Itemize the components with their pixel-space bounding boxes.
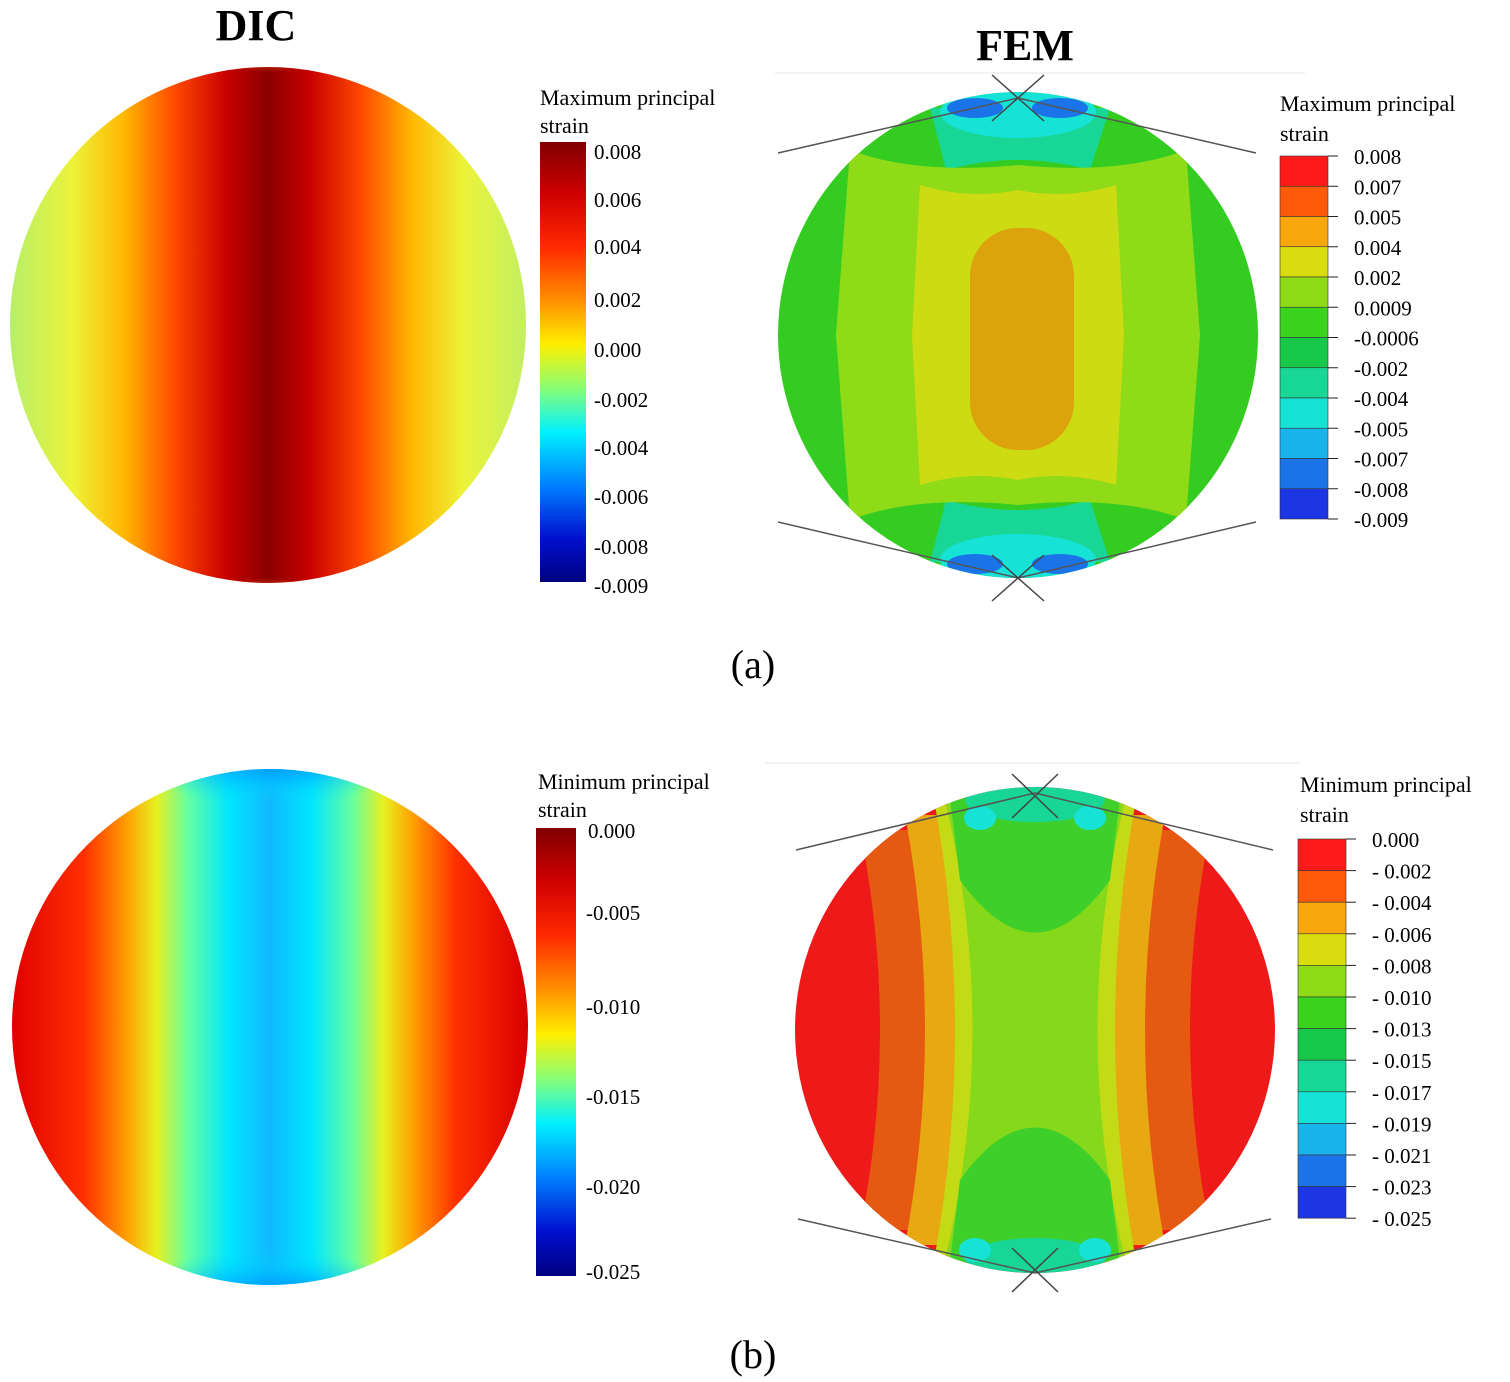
dic-min-tick: -0.015 xyxy=(586,1085,640,1109)
dic-max-tick-labels: 0.008 0.006 0.004 0.002 0.000 -0.002 -0.… xyxy=(594,140,649,598)
fem-min-swatch xyxy=(1297,1154,1347,1187)
fem-min-tick: - 0.021 xyxy=(1372,1144,1432,1168)
dic-max-strain-contour xyxy=(10,67,526,583)
fem-min-tick: - 0.006 xyxy=(1372,923,1432,947)
dic-min-colorbar: Minimum principal strain 0.000 -0.005 -0… xyxy=(536,769,710,1284)
fem-max-swatch xyxy=(1279,216,1329,248)
fem-max-tick: 0.007 xyxy=(1354,175,1401,199)
fem-max-swatch xyxy=(1279,155,1329,187)
fem-max-tick: 0.002 xyxy=(1354,266,1401,290)
fem-min-tick-labels: 0.000 - 0.002 - 0.004 - 0.006 - 0.008 - 0.010… xyxy=(1346,828,1432,1231)
fem-max-swatch xyxy=(1279,246,1329,278)
fem-min-swatch xyxy=(1297,1186,1347,1219)
fem-min-legend-title: Minimum principal xyxy=(1300,772,1472,797)
dic-min-tick: -0.010 xyxy=(586,995,640,1019)
fem-max-tick: -0.007 xyxy=(1354,448,1408,472)
dic-max-colorbar: Maximum principal strain 0.008 0.006 0.0… xyxy=(540,85,715,598)
load-point-marker-icon xyxy=(991,554,1045,602)
fem-min-swatch xyxy=(1297,870,1347,903)
fem-min-tick: - 0.010 xyxy=(1372,986,1432,1010)
dic-min-legend-title-2: strain xyxy=(538,797,587,822)
fem-min-legend-title-2: strain xyxy=(1300,802,1349,827)
load-point-marker-icon xyxy=(1011,1247,1059,1293)
fem-min-legend: Minimum principal strain 0.000 - 0.002 - 0… xyxy=(1297,772,1472,1231)
fem-min-tick: 0.000 xyxy=(1372,828,1419,852)
fem-min-swatch xyxy=(1297,1059,1347,1093)
dic-max-legend-title: Maximum principal xyxy=(540,85,715,110)
fem-min-swatch xyxy=(1297,933,1347,966)
fem-min-tick: - 0.013 xyxy=(1372,1018,1432,1042)
fem-min-tick: - 0.023 xyxy=(1372,1176,1432,1200)
dic-min-colorbar-gradient xyxy=(536,828,576,1276)
dic-min-tick: -0.020 xyxy=(586,1175,640,1199)
dic-min-tick-labels: 0.000 -0.005 -0.010 -0.015 -0.020 -0.025 xyxy=(586,819,640,1284)
panel-label-a: (a) xyxy=(731,642,775,687)
fem-max-legend: Maximum principal strain 0.008 0.007 0.005… xyxy=(1279,91,1455,532)
fem-max-swatch xyxy=(1279,276,1329,308)
fem-max-swatch xyxy=(1279,306,1329,338)
fem-max-swatch xyxy=(1279,185,1329,217)
dic-max-tick: 0.002 xyxy=(594,288,641,312)
dic-min-legend-title: Minimum principal xyxy=(538,769,710,794)
fem-max-legend-title-2: strain xyxy=(1280,121,1329,146)
title-dic: DIC xyxy=(216,1,297,50)
fem-min-swatch xyxy=(1297,838,1347,871)
fem-min-swatch xyxy=(1297,965,1347,998)
fem-max-swatch xyxy=(1279,337,1329,369)
dic-max-tick: -0.009 xyxy=(594,574,648,598)
fem-max-swatch xyxy=(1279,427,1329,459)
fem-max-tick: 0.005 xyxy=(1354,206,1401,230)
dic-min-tick: -0.005 xyxy=(586,901,640,925)
fem-min-color-swatches xyxy=(1297,838,1347,1219)
dic-max-tick: 0.004 xyxy=(594,235,642,259)
fem-min-swatch xyxy=(1297,996,1347,1029)
fem-min-tick: - 0.008 xyxy=(1372,954,1432,978)
fem-max-tick: -0.004 xyxy=(1354,387,1409,411)
load-point-marker-icon xyxy=(991,74,1045,122)
fem-max-tick: 0.0009 xyxy=(1354,296,1412,320)
fem-min-tick: - 0.025 xyxy=(1372,1207,1432,1231)
dic-min-strain-contour xyxy=(12,769,528,1285)
fem-max-legend-title: Maximum principal xyxy=(1280,91,1455,116)
fem-max-tick: -0.005 xyxy=(1354,417,1408,441)
fem-max-swatch xyxy=(1279,367,1329,399)
fem-max-strain-contour xyxy=(775,72,1305,602)
dic-max-tick: -0.006 xyxy=(594,485,648,509)
dic-max-colorbar-gradient xyxy=(540,142,586,582)
fem-max-tick: 0.008 xyxy=(1354,145,1401,169)
title-fem: FEM xyxy=(976,21,1074,70)
dic-max-tick: -0.002 xyxy=(594,388,648,412)
fem-min-swatch xyxy=(1297,901,1347,935)
dic-max-legend-title-2: strain xyxy=(540,113,589,138)
fem-min-swatch xyxy=(1297,1028,1347,1061)
fem-min-strain-contour xyxy=(765,762,1300,1293)
fem-max-color-swatches xyxy=(1279,155,1329,520)
fem-min-tick: - 0.002 xyxy=(1372,860,1432,884)
dic-max-tick: -0.008 xyxy=(594,535,648,559)
fem-min-swatch xyxy=(1297,1091,1347,1124)
fem-max-swatch xyxy=(1279,458,1329,490)
load-point-marker-icon xyxy=(1011,773,1059,819)
fem-max-swatch xyxy=(1279,488,1329,520)
fem-min-tick: - 0.015 xyxy=(1372,1049,1432,1073)
dic-min-tick: -0.025 xyxy=(586,1260,640,1284)
fem-max-tick: -0.0006 xyxy=(1354,327,1419,351)
fem-min-tick: - 0.004 xyxy=(1372,891,1432,915)
dic-max-tick: 0.008 xyxy=(594,140,641,164)
fem-min-tick: - 0.019 xyxy=(1372,1112,1432,1136)
fem-max-tick: -0.009 xyxy=(1354,508,1408,532)
fem-max-tick: -0.008 xyxy=(1354,478,1408,502)
dic-min-tick: 0.000 xyxy=(588,819,635,843)
fem-min-swatch xyxy=(1297,1123,1347,1156)
fem-max-tick: 0.004 xyxy=(1354,236,1402,260)
fem-max-swatch xyxy=(1279,397,1329,429)
fem-min-tick: - 0.017 xyxy=(1372,1081,1432,1105)
fem-max-tick: -0.002 xyxy=(1354,357,1408,381)
dic-max-tick: -0.004 xyxy=(594,436,649,460)
dic-max-tick: 0.006 xyxy=(594,188,641,212)
dic-max-tick: 0.000 xyxy=(594,338,641,362)
panel-label-b: (b) xyxy=(730,1332,777,1377)
fem-max-tick-labels: 0.008 0.007 0.005 0.004 0.002 0.0009 -0.0006 -0… xyxy=(1328,145,1419,532)
